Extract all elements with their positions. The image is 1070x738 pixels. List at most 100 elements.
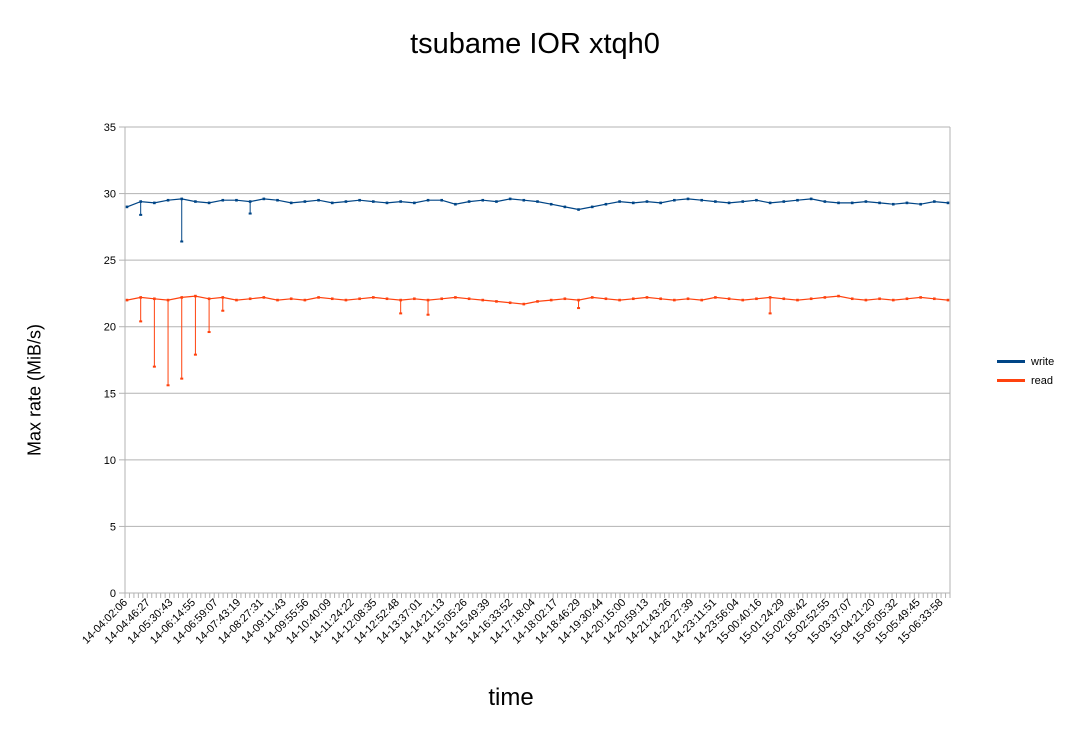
data-point-read <box>946 298 950 302</box>
dip-point-read <box>399 312 403 315</box>
data-point-read <box>878 297 881 301</box>
data-point-read <box>276 298 279 302</box>
data-point-read <box>673 298 676 302</box>
legend: write read <box>997 352 1054 390</box>
data-point-write <box>782 200 786 203</box>
data-point-write <box>153 201 156 205</box>
data-point-read <box>659 297 662 301</box>
data-point-read <box>850 297 854 301</box>
data-point-write <box>330 201 334 205</box>
data-point-write <box>933 200 936 203</box>
data-point-read <box>508 301 512 305</box>
data-point-write <box>481 198 485 202</box>
data-point-write <box>221 198 225 202</box>
dip-point-write <box>248 212 252 215</box>
data-point-write <box>604 202 608 206</box>
data-point-read <box>590 296 594 299</box>
data-point-write <box>659 201 662 205</box>
dip-point-read <box>166 384 170 387</box>
data-point-write <box>700 198 703 202</box>
data-point-read <box>618 298 621 302</box>
data-point-read <box>303 298 307 302</box>
data-point-write <box>317 198 320 202</box>
dip-point-write <box>180 240 184 243</box>
y-tick-label-25: 25 <box>104 255 116 267</box>
y-tick-label-30: 30 <box>104 189 116 201</box>
data-point-write <box>495 200 498 203</box>
data-point-write <box>454 202 457 206</box>
data-point-write <box>755 198 758 202</box>
chart-title: tsubame IOR xtqh0 <box>410 28 660 60</box>
data-point-read <box>536 300 539 303</box>
data-point-write <box>919 202 922 206</box>
data-point-write <box>358 198 361 202</box>
dip-point-read <box>180 377 184 380</box>
data-point-write <box>631 201 635 205</box>
data-point-write <box>905 201 909 205</box>
data-point-write <box>262 197 266 201</box>
data-point-write <box>768 201 772 205</box>
data-point-write <box>618 200 621 203</box>
data-point-read <box>891 298 895 302</box>
data-point-write <box>440 198 444 202</box>
data-point-read <box>577 298 580 302</box>
data-point-read <box>823 296 827 299</box>
dip-point-read <box>152 365 156 368</box>
data-point-read <box>604 297 608 301</box>
data-point-read <box>864 298 868 302</box>
data-point-read <box>755 297 758 301</box>
data-point-read <box>645 296 649 299</box>
data-point-read <box>413 297 416 301</box>
data-point-read <box>317 296 320 299</box>
data-point-write <box>276 198 279 202</box>
x-axis-title: time <box>488 684 534 711</box>
data-point-read <box>372 296 375 299</box>
data-point-read <box>385 297 389 301</box>
data-point-read <box>125 298 129 302</box>
data-point-write <box>549 202 553 206</box>
data-point-write <box>303 200 307 203</box>
dip-point-read <box>207 331 211 334</box>
data-point-write <box>235 198 238 202</box>
data-point-write <box>741 200 745 203</box>
data-point-read <box>714 296 717 299</box>
data-point-write <box>413 201 416 205</box>
data-point-read <box>933 297 936 301</box>
data-point-write <box>850 201 854 205</box>
y-tick-label-15: 15 <box>104 388 116 400</box>
dip-point-read <box>139 320 143 323</box>
data-point-write <box>536 200 539 203</box>
data-point-write <box>522 198 526 202</box>
data-point-read <box>727 297 731 301</box>
data-point-write <box>891 202 895 206</box>
data-point-read <box>289 297 293 301</box>
y-tick-label-5: 5 <box>110 521 116 533</box>
legend-item-read: read <box>997 371 1054 390</box>
data-point-read <box>467 297 471 301</box>
dip-point-read <box>426 313 430 316</box>
dip-point-read <box>577 307 581 310</box>
data-point-read <box>495 300 498 303</box>
data-point-write <box>194 200 197 203</box>
dip-point-read <box>768 312 772 315</box>
data-point-write <box>508 197 512 201</box>
data-point-read <box>700 298 703 302</box>
data-point-write <box>467 200 471 203</box>
data-point-read <box>399 298 402 302</box>
data-point-read <box>809 297 813 301</box>
y-tick-label-0: 0 <box>110 588 116 600</box>
legend-item-write: write <box>997 352 1054 371</box>
data-point-read <box>782 297 786 301</box>
y-tick-label-20: 20 <box>104 322 116 334</box>
data-point-write <box>727 201 731 205</box>
data-point-read <box>796 298 799 302</box>
data-point-write <box>372 200 375 203</box>
data-point-write <box>673 198 676 202</box>
data-point-write <box>563 205 567 209</box>
data-point-write <box>385 201 389 205</box>
data-point-read <box>235 298 238 302</box>
data-point-read <box>631 297 635 301</box>
data-point-read <box>919 296 922 299</box>
data-point-write <box>946 201 950 205</box>
data-point-write <box>837 201 840 205</box>
